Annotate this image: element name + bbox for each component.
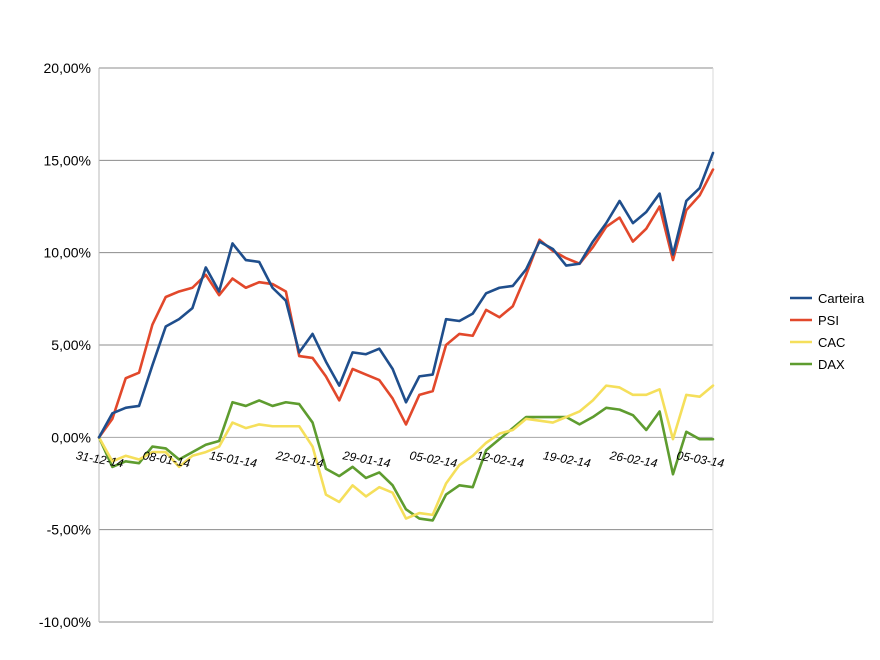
x-tick-label: 22-01-14 bbox=[274, 448, 325, 470]
x-tick-label: 05-02-14 bbox=[409, 448, 459, 470]
x-axis-ticks: 31-12-14 08-01-14 15-01-14 22-01-14 29-01-14… bbox=[75, 448, 726, 470]
y-tick-label: 20,00% bbox=[44, 60, 91, 76]
y-axis-ticks: 20,00% 15,00% 10,00% 5,00% 0,00% -5,00% -10,00… bbox=[39, 60, 91, 630]
x-tick-label: 26-02-14 bbox=[608, 448, 659, 470]
series-line-psi bbox=[97, 168, 715, 439]
x-tick-label: 29-01-14 bbox=[341, 448, 392, 470]
y-tick-label: -10,00% bbox=[39, 614, 91, 630]
x-tick-label: 12-02-14 bbox=[475, 448, 525, 470]
y-tick-label: 10,00% bbox=[44, 245, 91, 261]
axes bbox=[98, 68, 714, 622]
legend-label-carteira: Carteira bbox=[818, 291, 865, 306]
y-tick-label: 15,00% bbox=[44, 152, 91, 168]
series-line-cac bbox=[97, 384, 715, 520]
legend: Carteira PSI CAC DAX bbox=[790, 291, 865, 372]
legend-label-dax: DAX bbox=[818, 357, 845, 372]
x-tick-label: 31-12-14 bbox=[75, 448, 125, 470]
series-line-carteira bbox=[97, 151, 715, 439]
x-tick-label: 19-02-14 bbox=[542, 448, 592, 470]
legend-label-psi: PSI bbox=[818, 313, 839, 328]
x-tick-label: 08-01-14 bbox=[142, 448, 192, 470]
legend-label-cac: CAC bbox=[818, 335, 845, 350]
y-tick-label: 5,00% bbox=[51, 337, 91, 353]
y-tick-label: 0,00% bbox=[51, 429, 91, 445]
series-lines bbox=[97, 151, 715, 522]
series-line-dax bbox=[97, 399, 715, 522]
x-tick-label: 05-03-14 bbox=[675, 448, 725, 470]
x-tick-label: 15-01-14 bbox=[208, 448, 258, 470]
y-tick-label: -5,00% bbox=[47, 522, 91, 538]
gridlines bbox=[99, 67, 713, 623]
